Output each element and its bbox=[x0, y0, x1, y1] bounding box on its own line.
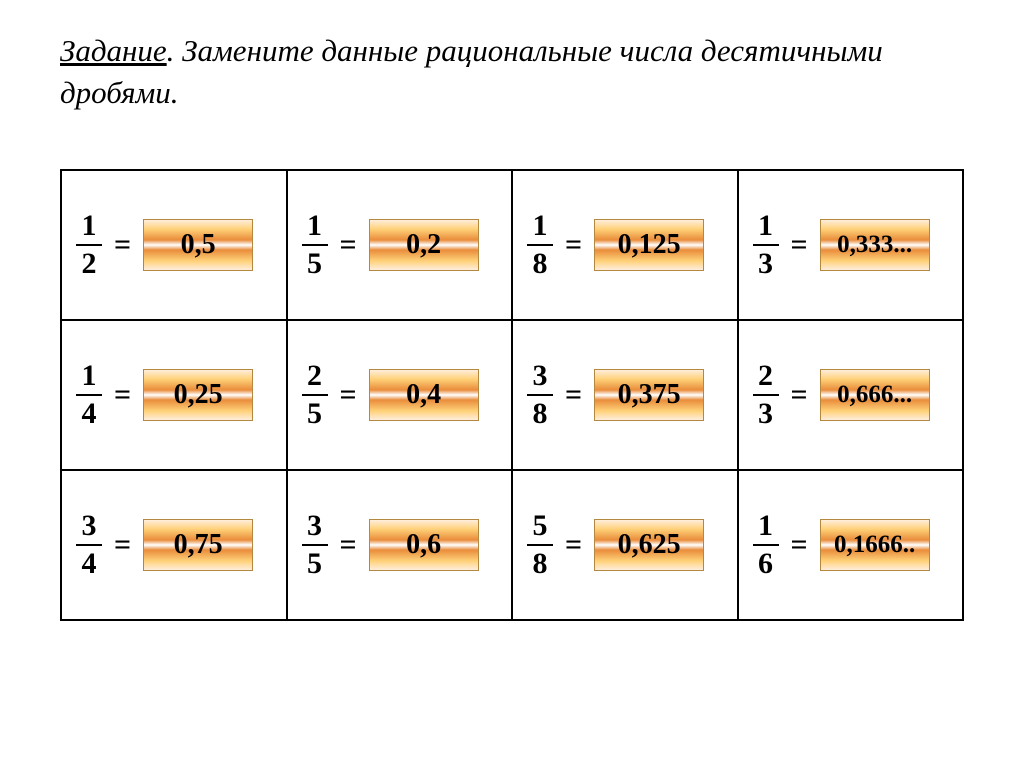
fraction: 58 bbox=[527, 510, 553, 579]
grid-cell: 18=0,125 bbox=[512, 170, 738, 320]
fraction: 23 bbox=[753, 360, 779, 429]
denominator: 3 bbox=[758, 248, 773, 280]
numerator: 1 bbox=[307, 210, 322, 242]
grid-row: 12=0,515=0,218=0,12513=0,333... bbox=[61, 170, 963, 320]
fraction: 38 bbox=[527, 360, 553, 429]
grid-body: 12=0,515=0,218=0,12513=0,333...14=0,2525… bbox=[61, 170, 963, 620]
answer-box: 0,2 bbox=[369, 219, 479, 271]
fraction-bar bbox=[527, 394, 553, 396]
task-label: Задание bbox=[60, 33, 167, 68]
equals-sign: = bbox=[340, 378, 357, 412]
fraction: 13 bbox=[753, 210, 779, 279]
numerator: 1 bbox=[82, 360, 97, 392]
answer-box: 0,1666.. bbox=[820, 519, 930, 571]
answer-box: 0,25 bbox=[143, 369, 253, 421]
denominator: 8 bbox=[533, 548, 548, 580]
fraction-bar bbox=[753, 544, 779, 546]
fraction-bar bbox=[76, 394, 102, 396]
task-text: . Замените данные рациональные числа дес… bbox=[60, 33, 883, 110]
numerator: 3 bbox=[307, 510, 322, 542]
equals-sign: = bbox=[791, 228, 808, 262]
numerator: 1 bbox=[82, 210, 97, 242]
numerator: 3 bbox=[82, 510, 97, 542]
grid-cell: 13=0,333... bbox=[738, 170, 964, 320]
denominator: 5 bbox=[307, 398, 322, 430]
fraction-bar bbox=[76, 244, 102, 246]
numerator: 3 bbox=[533, 360, 548, 392]
equals-sign: = bbox=[114, 378, 131, 412]
answer-box: 0,75 bbox=[143, 519, 253, 571]
grid-cell: 34=0,75 bbox=[61, 470, 287, 620]
fraction: 34 bbox=[76, 510, 102, 579]
fraction-grid: 12=0,515=0,218=0,12513=0,333...14=0,2525… bbox=[60, 169, 964, 621]
numerator: 2 bbox=[307, 360, 322, 392]
equals-sign: = bbox=[565, 378, 582, 412]
numerator: 5 bbox=[533, 510, 548, 542]
numerator: 2 bbox=[758, 360, 773, 392]
numerator: 1 bbox=[533, 210, 548, 242]
fraction-bar bbox=[302, 394, 328, 396]
equals-sign: = bbox=[791, 378, 808, 412]
grid-cell: 25=0,4 bbox=[287, 320, 513, 470]
answer-box: 0,4 bbox=[369, 369, 479, 421]
fraction: 15 bbox=[302, 210, 328, 279]
answer-box: 0,625 bbox=[594, 519, 704, 571]
grid-cell: 14=0,25 bbox=[61, 320, 287, 470]
denominator: 8 bbox=[533, 248, 548, 280]
equals-sign: = bbox=[114, 228, 131, 262]
grid-cell: 15=0,2 bbox=[287, 170, 513, 320]
fraction-bar bbox=[302, 244, 328, 246]
fraction-bar bbox=[76, 544, 102, 546]
grid-row: 34=0,7535=0,658=0,62516=0,1666.. bbox=[61, 470, 963, 620]
grid-cell: 58=0,625 bbox=[512, 470, 738, 620]
denominator: 8 bbox=[533, 398, 548, 430]
fraction-bar bbox=[302, 544, 328, 546]
fraction: 14 bbox=[76, 360, 102, 429]
fraction-bar bbox=[753, 394, 779, 396]
fraction-bar bbox=[753, 244, 779, 246]
equals-sign: = bbox=[791, 528, 808, 562]
denominator: 3 bbox=[758, 398, 773, 430]
denominator: 6 bbox=[758, 548, 773, 580]
grid-row: 14=0,2525=0,438=0,37523=0,666... bbox=[61, 320, 963, 470]
fraction: 18 bbox=[527, 210, 553, 279]
equals-sign: = bbox=[565, 228, 582, 262]
fraction-bar bbox=[527, 244, 553, 246]
equals-sign: = bbox=[340, 228, 357, 262]
grid-cell: 35=0,6 bbox=[287, 470, 513, 620]
denominator: 5 bbox=[307, 548, 322, 580]
numerator: 1 bbox=[758, 210, 773, 242]
fraction-bar bbox=[527, 544, 553, 546]
grid-cell: 12=0,5 bbox=[61, 170, 287, 320]
equals-sign: = bbox=[340, 528, 357, 562]
fraction: 25 bbox=[302, 360, 328, 429]
numerator: 1 bbox=[758, 510, 773, 542]
answer-box: 0,125 bbox=[594, 219, 704, 271]
answer-box: 0,6 bbox=[369, 519, 479, 571]
fraction: 35 bbox=[302, 510, 328, 579]
answer-box: 0,666... bbox=[820, 369, 930, 421]
equals-sign: = bbox=[114, 528, 131, 562]
grid-cell: 23=0,666... bbox=[738, 320, 964, 470]
answer-box: 0,5 bbox=[143, 219, 253, 271]
task-heading: Задание. Замените данные рациональные чи… bbox=[60, 30, 964, 114]
answer-box: 0,375 bbox=[594, 369, 704, 421]
denominator: 4 bbox=[82, 398, 97, 430]
fraction: 16 bbox=[753, 510, 779, 579]
denominator: 2 bbox=[82, 248, 97, 280]
denominator: 4 bbox=[82, 548, 97, 580]
equals-sign: = bbox=[565, 528, 582, 562]
denominator: 5 bbox=[307, 248, 322, 280]
fraction: 12 bbox=[76, 210, 102, 279]
grid-cell: 16=0,1666.. bbox=[738, 470, 964, 620]
grid-cell: 38=0,375 bbox=[512, 320, 738, 470]
answer-box: 0,333... bbox=[820, 219, 930, 271]
